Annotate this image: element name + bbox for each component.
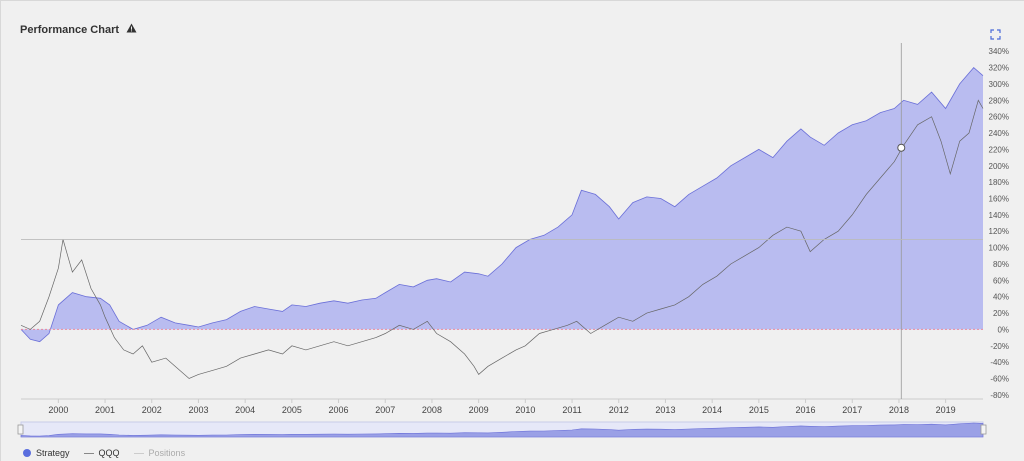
y-tick-label: 180%: [989, 178, 1009, 187]
y-tick-label: 320%: [989, 64, 1009, 73]
x-tick-label: 2010: [515, 405, 535, 415]
x-tick-label: 2000: [48, 405, 68, 415]
navigator-handle-right[interactable]: [980, 424, 987, 435]
legend-label: Positions: [148, 448, 186, 458]
y-tick-label: 200%: [989, 162, 1009, 171]
expand-icon[interactable]: [990, 27, 1001, 40]
x-tick-label: 2013: [655, 405, 675, 415]
x-tick-label: 2017: [842, 405, 862, 415]
chart-title: Performance Chart: [20, 24, 120, 36]
x-tick-label: 2008: [422, 405, 442, 415]
x-tick-label: 2003: [188, 405, 208, 415]
x-tick-label: 2019: [936, 405, 956, 415]
y-tick-label: 140%: [989, 211, 1009, 220]
x-tick-label: 2006: [329, 405, 349, 415]
y-tick-label: 240%: [989, 129, 1009, 138]
y-tick-label: -20%: [990, 342, 1009, 351]
strategy-area: [21, 67, 983, 342]
y-tick-label: 300%: [989, 80, 1009, 89]
y-tick-label: 280%: [989, 96, 1009, 105]
y-tick-label: 0%: [997, 325, 1009, 334]
qqq-line: [20, 99, 984, 379]
y-tick-label: 220%: [989, 145, 1009, 154]
x-tick-label: 2012: [609, 405, 629, 415]
y-tick-label: 160%: [989, 194, 1009, 203]
x-tick-label: 2018: [889, 405, 909, 415]
y-tick-label: 80%: [993, 260, 1009, 269]
x-tick-label: 2007: [375, 405, 395, 415]
legend: Strategy QQQ Positions: [23, 448, 199, 458]
crosshair-point: [897, 143, 906, 152]
x-tick-label: 2002: [142, 405, 162, 415]
y-tick-label: 260%: [989, 113, 1009, 122]
x-tick-label: 2014: [702, 405, 722, 415]
legend-dot-icon: [23, 449, 31, 457]
legend-label: Strategy: [36, 448, 70, 458]
legend-line-icon: [133, 452, 144, 454]
y-tick-label: 40%: [993, 293, 1009, 302]
warning-triangle-icon[interactable]: [126, 23, 137, 36]
y-tick-label: 120%: [989, 227, 1009, 236]
y-tick-label: -80%: [990, 391, 1009, 400]
y-tick-label: 340%: [989, 47, 1009, 56]
y-tick-label: 20%: [993, 309, 1009, 318]
legend-item-strategy[interactable]: Strategy: [23, 448, 70, 458]
x-tick-label: 2009: [469, 405, 489, 415]
x-tick-label: 2004: [235, 405, 255, 415]
y-tick-label: 100%: [989, 244, 1009, 253]
strategy-line: [20, 67, 984, 343]
page-title: Performance Chart: [20, 23, 137, 36]
navigator-handle-left[interactable]: [17, 424, 24, 435]
x-tick-label: 2016: [796, 405, 816, 415]
x-tick-label: 2011: [562, 405, 581, 415]
legend-item-qqq[interactable]: QQQ: [83, 448, 120, 458]
x-tick-label: 2005: [282, 405, 302, 415]
y-tick-label: 60%: [993, 276, 1009, 285]
legend-item-positions[interactable]: Positions: [133, 448, 186, 458]
x-tick-label: 2015: [749, 405, 769, 415]
legend-line-icon: [83, 452, 94, 454]
legend-label: QQQ: [98, 448, 120, 458]
y-tick-label: -60%: [990, 375, 1009, 384]
x-tick-label: 2001: [95, 405, 115, 415]
y-tick-label: -40%: [990, 358, 1009, 367]
navigator-series: [20, 422, 984, 438]
